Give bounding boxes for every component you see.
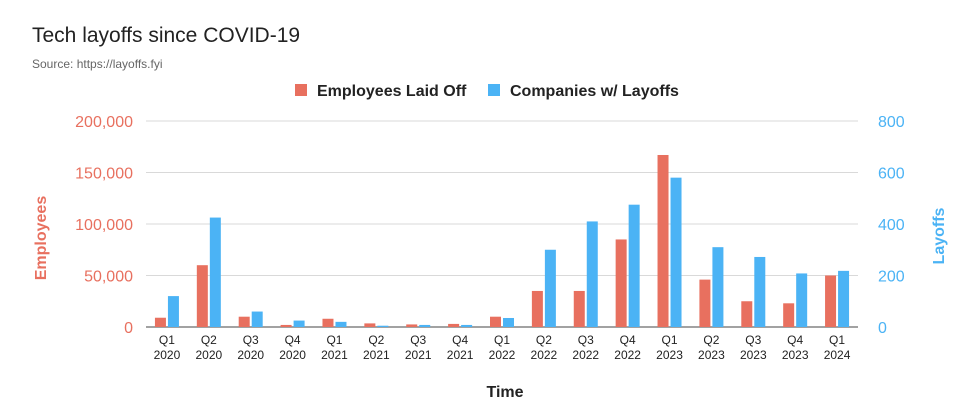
x-tick-label: Q4 xyxy=(452,333,468,347)
bar-employees-laid-off xyxy=(699,279,711,327)
legend-swatch-companies xyxy=(488,84,500,96)
x-tick-label: 2020 xyxy=(237,348,264,362)
x-tick-label: 2024 xyxy=(824,348,851,362)
x-tick-label: Q4 xyxy=(285,333,301,347)
x-tick-label: 2021 xyxy=(321,348,348,362)
bar-employees-laid-off xyxy=(280,324,292,327)
x-tick-label: Q1 xyxy=(159,333,175,347)
x-tick-label: Q3 xyxy=(243,333,259,347)
x-tick-label: 2020 xyxy=(279,348,306,362)
bar-companies-with-layoffs xyxy=(335,321,347,327)
x-axis-title: Time xyxy=(486,384,523,401)
legend-label-employees: Employees Laid Off xyxy=(317,83,467,100)
y-right-tick-label: 0 xyxy=(878,320,887,337)
bar-companies-with-layoffs xyxy=(209,217,221,327)
bar-employees-laid-off xyxy=(238,316,250,327)
x-tick-label: 2023 xyxy=(782,348,809,362)
x-tick-label: Q2 xyxy=(703,333,719,347)
bar-employees-laid-off xyxy=(406,324,418,327)
bar-employees-laid-off xyxy=(657,154,669,327)
x-tick-label: 2022 xyxy=(614,348,641,362)
x-tick-label: Q4 xyxy=(787,333,803,347)
bar-employees-laid-off xyxy=(364,323,376,327)
x-tick-label: Q2 xyxy=(536,333,552,347)
bar-companies-with-layoffs xyxy=(544,249,556,327)
x-tick-label: Q3 xyxy=(410,333,426,347)
x-tick-label: 2020 xyxy=(154,348,181,362)
y-left-tick-label: 150,000 xyxy=(75,166,133,183)
bar-employees-laid-off xyxy=(448,323,460,327)
bar-companies-with-layoffs xyxy=(670,177,682,327)
bar-companies-with-layoffs xyxy=(586,221,598,327)
x-tick-label: Q1 xyxy=(662,333,678,347)
x-tick-label: 2020 xyxy=(195,348,222,362)
x-tick-label: Q3 xyxy=(745,333,761,347)
bar-employees-laid-off xyxy=(615,239,627,327)
bar-companies-with-layoffs xyxy=(419,324,431,327)
y-right-tick-label: 400 xyxy=(878,217,905,234)
x-tick-label: 2022 xyxy=(572,348,599,362)
x-tick-label: Q2 xyxy=(368,333,384,347)
x-tick-label: 2021 xyxy=(447,348,474,362)
bar-companies-with-layoffs xyxy=(838,270,850,327)
y-right-tick-label: 800 xyxy=(878,114,905,131)
y-left-tick-label: 200,000 xyxy=(75,114,133,131)
y-left-tick-label: 50,000 xyxy=(84,269,133,286)
x-tick-label: Q2 xyxy=(201,333,217,347)
y-right-axis-title: Layoffs xyxy=(931,207,948,264)
bar-employees-laid-off xyxy=(825,275,837,327)
bar-companies-with-layoffs xyxy=(628,204,640,327)
x-tick-label: Q3 xyxy=(578,333,594,347)
x-tick-label: Q1 xyxy=(494,333,510,347)
bar-companies-with-layoffs xyxy=(754,256,766,327)
bar-companies-with-layoffs xyxy=(461,324,473,327)
y-right-tick-label: 200 xyxy=(878,269,905,286)
x-tick-label: 2022 xyxy=(489,348,516,362)
y-left-axis-title: Employees xyxy=(33,196,50,281)
y-left-tick-label: 0 xyxy=(124,320,133,337)
chart-title: Tech layoffs since COVID-19 xyxy=(32,24,301,47)
bar-companies-with-layoffs xyxy=(167,296,179,327)
legend-swatch-employees xyxy=(295,84,307,96)
bar-companies-with-layoffs xyxy=(377,325,389,327)
y-right-tick-label: 600 xyxy=(878,166,905,183)
x-tick-label: Q1 xyxy=(829,333,845,347)
bar-employees-laid-off xyxy=(322,318,334,327)
bar-employees-laid-off xyxy=(154,317,166,327)
bar-employees-laid-off xyxy=(783,303,795,327)
bar-companies-with-layoffs xyxy=(503,317,514,327)
x-tick-label: 2021 xyxy=(405,348,432,362)
chart-subtitle: Source: https://layoffs.fyi xyxy=(32,57,163,71)
x-tick-label: Q4 xyxy=(620,333,636,347)
x-tick-label: Q1 xyxy=(326,333,342,347)
x-tick-label: 2021 xyxy=(363,348,390,362)
y-left-tick-label: 100,000 xyxy=(75,217,133,234)
x-tick-label: 2023 xyxy=(698,348,725,362)
x-tick-label: 2022 xyxy=(531,348,558,362)
legend-label-companies: Companies w/ Layoffs xyxy=(510,83,679,100)
x-tick-label: 2023 xyxy=(656,348,683,362)
bar-companies-with-layoffs xyxy=(293,320,305,327)
bar-companies-with-layoffs xyxy=(712,247,724,327)
bar-companies-with-layoffs xyxy=(796,273,808,327)
bar-employees-laid-off xyxy=(490,316,501,327)
bar-employees-laid-off xyxy=(741,301,753,327)
bar-companies-with-layoffs xyxy=(251,311,263,327)
bar-employees-laid-off xyxy=(196,265,208,327)
x-tick-label: 2023 xyxy=(740,348,767,362)
bar-employees-laid-off xyxy=(531,290,543,327)
bar-employees-laid-off xyxy=(573,290,585,327)
